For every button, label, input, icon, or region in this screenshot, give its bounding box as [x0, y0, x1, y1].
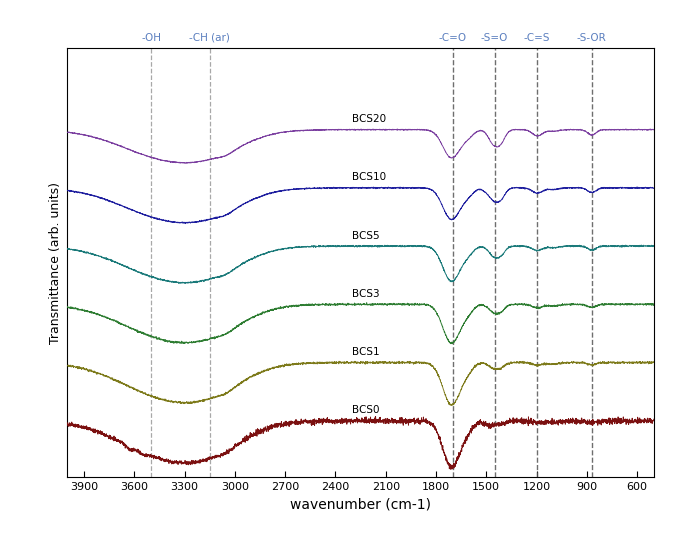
- Text: BCS20: BCS20: [353, 114, 386, 124]
- Text: BCS0: BCS0: [353, 405, 379, 415]
- Text: -CH (ar): -CH (ar): [189, 33, 231, 43]
- Text: -S=O: -S=O: [481, 33, 508, 43]
- Text: -C=S: -C=S: [523, 33, 550, 43]
- Text: -S-OR: -S-OR: [577, 33, 607, 43]
- Y-axis label: Transmittance (arb. units): Transmittance (arb. units): [49, 182, 62, 344]
- X-axis label: wavenumber (cm-1): wavenumber (cm-1): [290, 497, 431, 511]
- Text: BCS3: BCS3: [353, 289, 380, 299]
- Text: -C=O: -C=O: [439, 33, 467, 43]
- Text: BCS10: BCS10: [353, 172, 386, 182]
- Text: BCS5: BCS5: [353, 231, 380, 241]
- Text: BCS1: BCS1: [353, 347, 380, 357]
- Text: -OH: -OH: [141, 33, 161, 43]
